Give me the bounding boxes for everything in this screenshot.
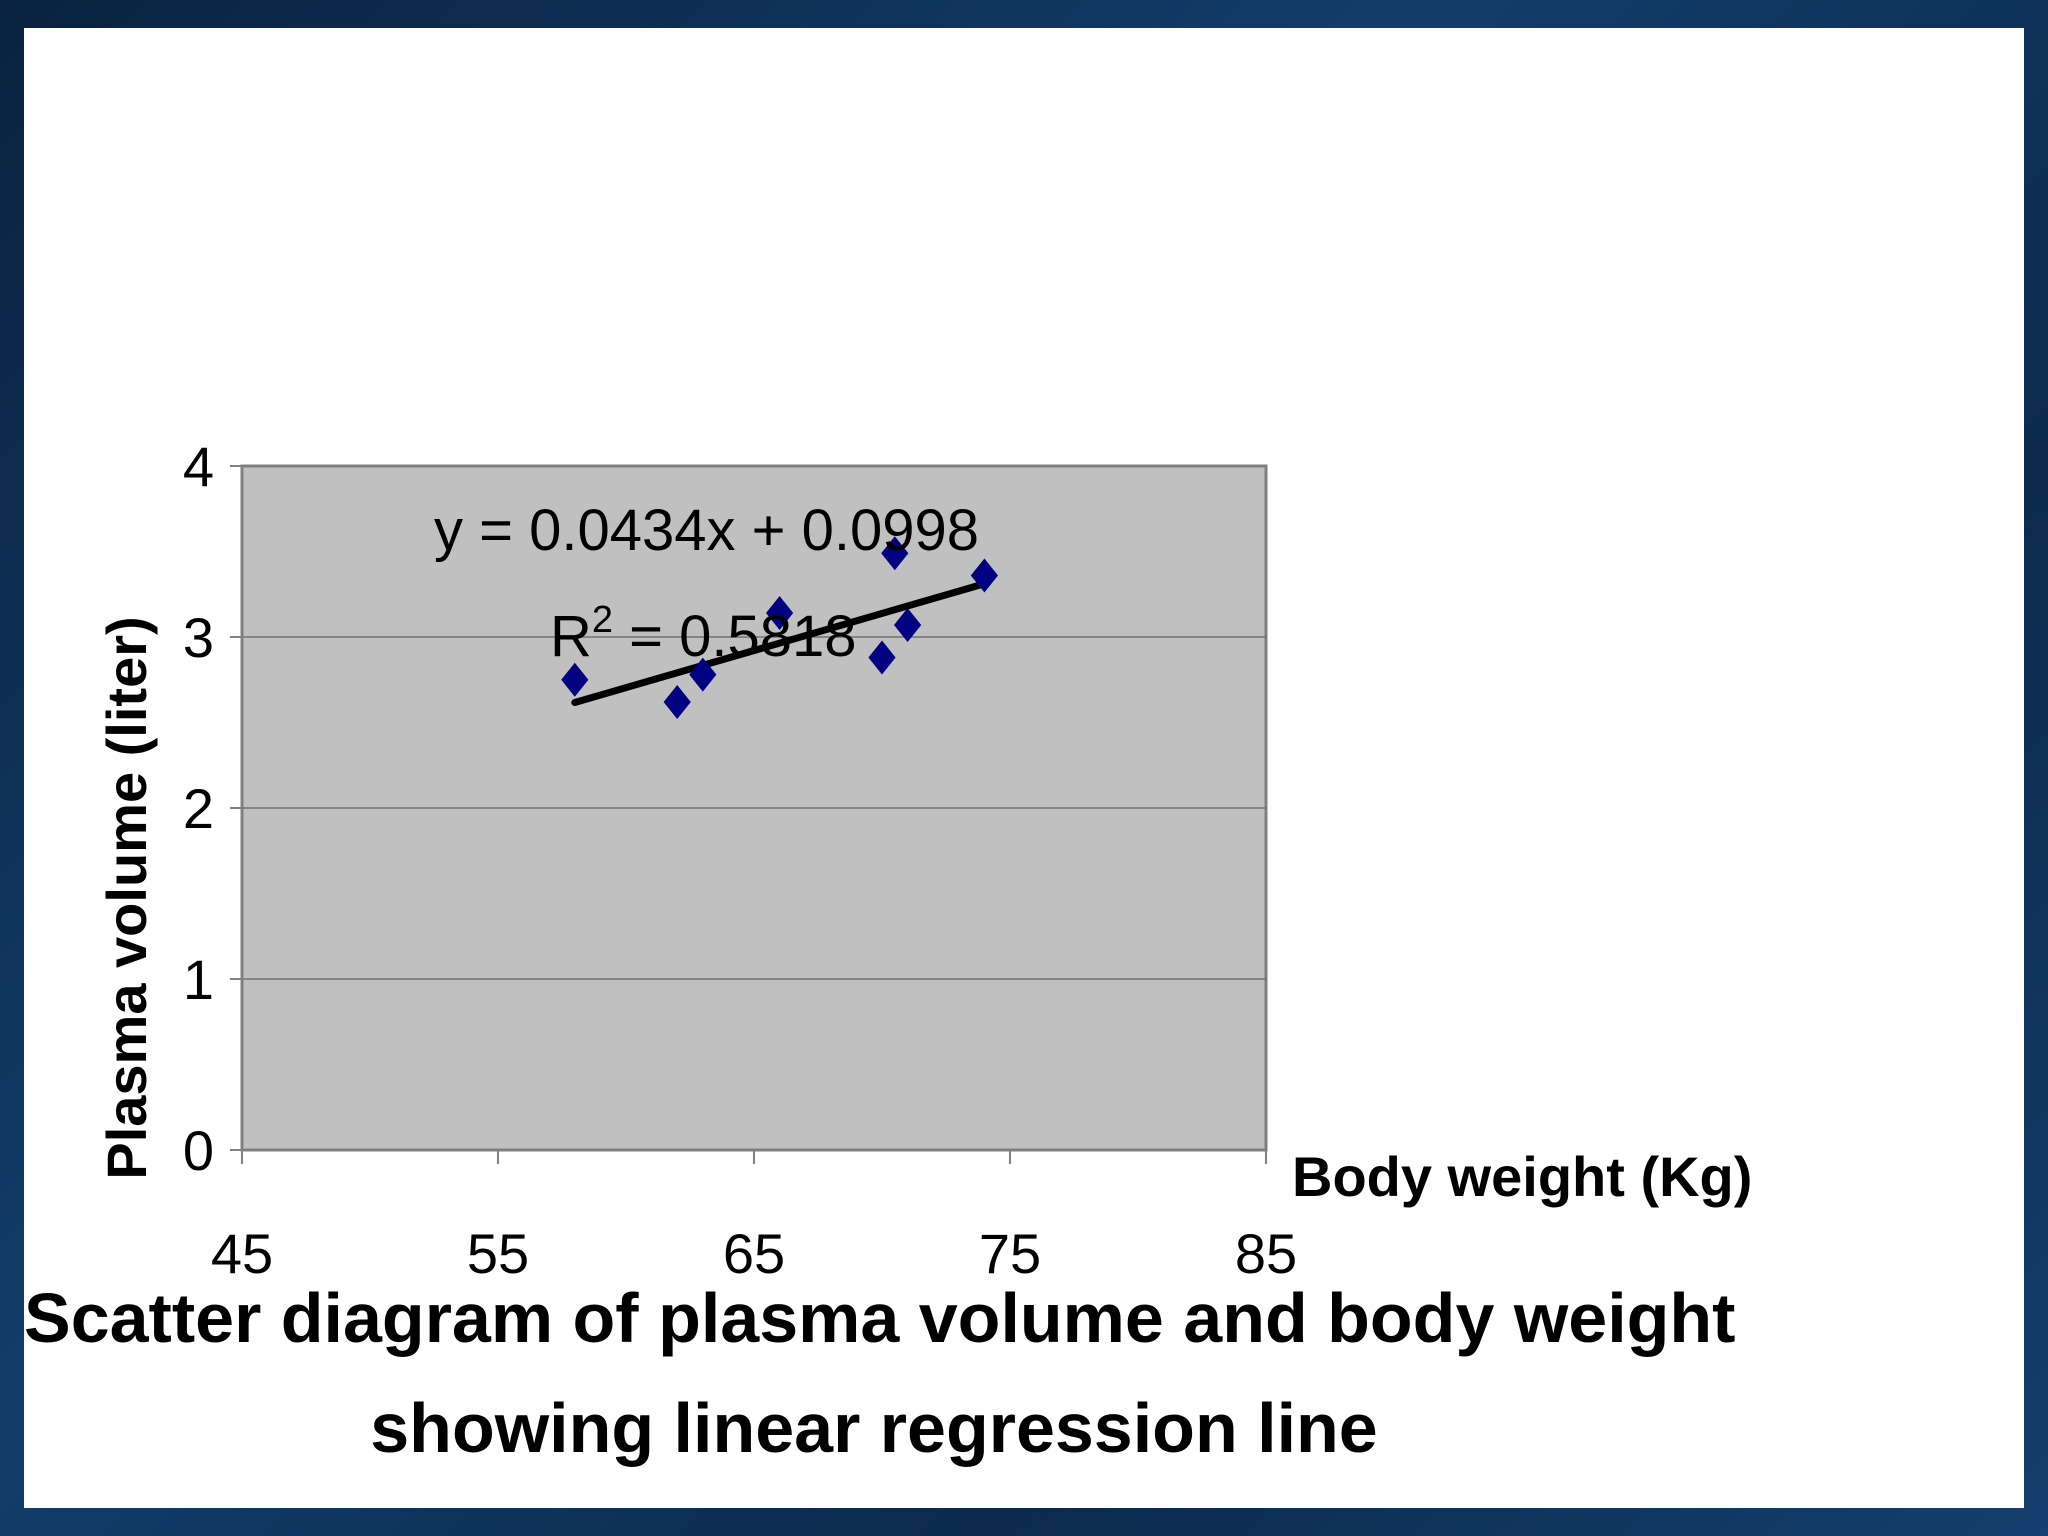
y-tick-labels: 0 1 2 3 4 [183,435,242,1182]
data-point [881,536,909,571]
regression-line [571,580,988,706]
x-tick-label-85: 85 [1235,1222,1297,1285]
data-points [561,536,998,719]
y-tick-label-1: 1 [183,948,214,1011]
y-tick-label-0: 0 [183,1119,214,1182]
data-point [894,608,922,643]
data-point [766,596,794,631]
r-squared-value: = 0.5818 [613,604,857,669]
data-point [970,558,998,593]
y-tick-label-3: 3 [183,606,214,669]
data-point [663,684,691,719]
x-tick-labels: 45 55 65 75 85 [211,1150,1297,1285]
data-point [689,657,717,692]
x-tick-label-45: 45 [211,1222,273,1285]
r-squared-label: R2 = 0.5818 [550,599,857,669]
data-point [561,662,589,697]
regression-line-group [571,580,988,706]
y-tick-label-4: 4 [183,435,214,498]
x-tick-label-65: 65 [723,1222,785,1285]
r-squared-exponent: 2 [592,599,613,641]
data-point [868,640,896,675]
x-tick-label-55: 55 [467,1222,529,1285]
r-squared-prefix: R [550,604,592,669]
y-tick-label-2: 2 [183,777,214,840]
y-axis-title: Plasma volume (liter) [95,616,158,1179]
caption-line-2: showing linear regression line [370,1389,1378,1467]
x-tick-label-75: 75 [979,1222,1041,1285]
regression-equation: y = 0.0434x + 0.0998 [434,498,979,563]
x-axis-title: Body weight (Kg) [1292,1145,1752,1208]
grid-lines [242,636,1266,980]
caption-line-1: Scatter diagram of plasma volume and bod… [24,1279,1736,1357]
